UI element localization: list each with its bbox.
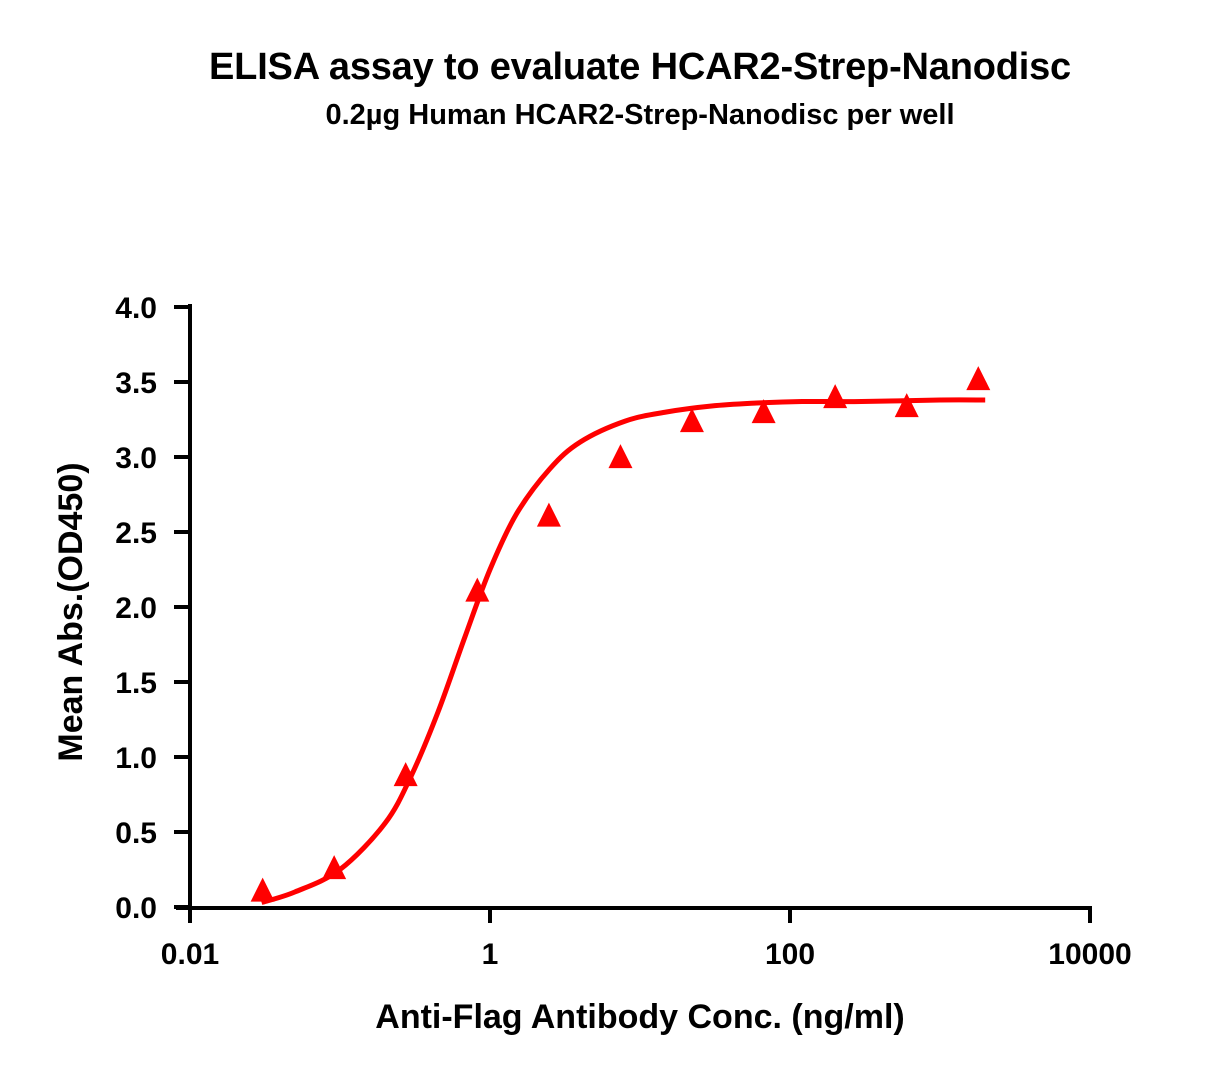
x-tick-label: 1 (482, 938, 499, 971)
y-tick-label: 2.0 (115, 592, 157, 625)
y-tick-label: 3.0 (115, 442, 157, 475)
fit-curve (260, 397, 986, 905)
y-tick-label: 4.0 (115, 292, 157, 325)
data-point-triangle-icon (465, 577, 490, 602)
data-points (250, 366, 991, 902)
data-point-triangle-icon (536, 502, 561, 527)
data-point-triangle-icon (608, 444, 633, 469)
fit-curve-line (260, 397, 986, 905)
data-point-triangle-icon (393, 762, 418, 787)
x-axis-label: Anti-Flag Antibody Conc. (ng/ml) (375, 998, 904, 1036)
y-tick-label: 3.5 (115, 367, 157, 400)
data-point-triangle-icon (823, 384, 848, 409)
y-tick-label: 1.5 (115, 667, 157, 700)
chart-subtitle: 0.2µg Human HCAR2-Strep-Nanodisc per wel… (325, 99, 955, 131)
y-tick-label: 1.0 (115, 742, 157, 775)
y-tick-label: 0.0 (115, 892, 157, 925)
data-point-triangle-icon (966, 366, 991, 391)
chart-title: ELISA assay to evaluate HCAR2-Strep-Nano… (209, 46, 1071, 88)
data-point-triangle-icon (751, 399, 776, 424)
data-point-triangle-icon (679, 408, 704, 433)
axes: 0.0 0.5 1.0 1.5 2.0 2.5 3.0 3.5 4.0 0.01 1 100 10000 (115, 292, 1131, 971)
data-point-triangle-icon (250, 877, 275, 902)
x-tick-label: 0.01 (161, 938, 219, 971)
y-tick-label: 0.5 (115, 817, 157, 850)
x-tick-label: 100 (765, 938, 815, 971)
data-point-triangle-icon (322, 855, 347, 880)
x-tick-label: 10000 (1048, 938, 1131, 971)
data-point-triangle-icon (894, 393, 919, 418)
y-axis-label: Mean Abs.(OD450) (52, 462, 90, 761)
y-tick-label: 2.5 (115, 517, 157, 550)
